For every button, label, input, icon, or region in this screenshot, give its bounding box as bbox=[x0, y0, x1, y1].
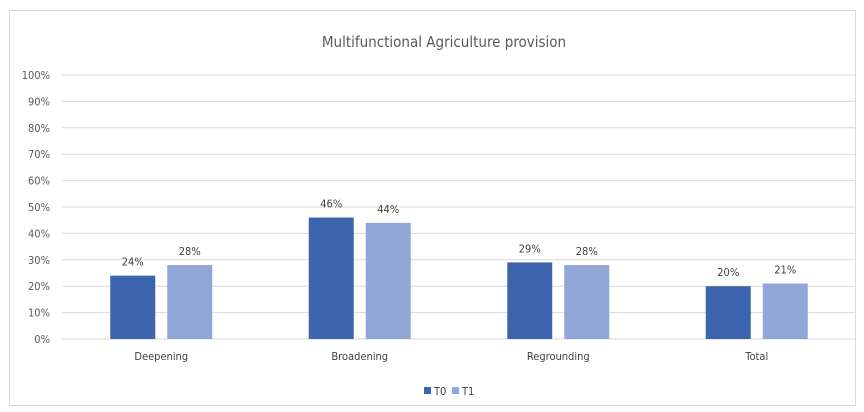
bar-t1-broadening bbox=[365, 222, 411, 339]
y-tick-label: 50% bbox=[28, 201, 50, 214]
x-category-label: Total bbox=[744, 350, 768, 363]
legend-label-t0: T0 bbox=[433, 385, 446, 398]
data-label: 29% bbox=[519, 242, 541, 255]
x-axis-category-labels: Deepening Broadening Regrounding Total bbox=[134, 350, 768, 363]
y-tick-label: 100% bbox=[22, 69, 50, 82]
legend-label-t1: T1 bbox=[461, 385, 474, 398]
bar-t0-deepening bbox=[110, 275, 156, 339]
data-label: 44% bbox=[377, 203, 399, 216]
y-tick-label: 10% bbox=[28, 307, 50, 320]
bar-t1-deepening bbox=[167, 265, 213, 339]
bars bbox=[110, 217, 808, 339]
y-tick-label: 70% bbox=[28, 148, 50, 161]
y-axis-tick-labels: 0% 10% 20% 30% 40% 50% 60% 70% 80% 90% 100% bbox=[22, 69, 50, 346]
x-category-label: Broadening bbox=[331, 350, 388, 363]
bar-t0-broadening bbox=[308, 217, 354, 339]
y-tick-label: 20% bbox=[28, 280, 50, 293]
data-label: 28% bbox=[179, 245, 201, 258]
x-category-label: Deepening bbox=[134, 350, 188, 363]
y-tick-label: 80% bbox=[28, 122, 50, 135]
bar-t1-regrounding bbox=[564, 265, 610, 339]
bar-t0-regrounding bbox=[507, 262, 553, 339]
bar-t1-total bbox=[762, 283, 808, 339]
y-tick-label: 0% bbox=[34, 333, 50, 346]
y-tick-label: 90% bbox=[28, 95, 50, 108]
data-label: 28% bbox=[576, 245, 598, 258]
chart-title: Multifunctional Agriculture provision bbox=[322, 33, 566, 51]
y-tick-label: 60% bbox=[28, 175, 50, 188]
chart-frame bbox=[9, 10, 856, 406]
data-label: 20% bbox=[717, 266, 739, 279]
x-category-label: Regrounding bbox=[527, 350, 590, 363]
y-tick-label: 40% bbox=[28, 227, 50, 240]
legend-swatch-t0 bbox=[424, 387, 431, 394]
data-label: 24% bbox=[122, 256, 144, 269]
data-labels: 24% 28% 46% 44% 29% 28% 20% 21% bbox=[122, 198, 797, 280]
legend-swatch-t1 bbox=[452, 387, 459, 394]
bar-t0-total bbox=[705, 286, 751, 339]
legend: T0 T1 bbox=[424, 385, 474, 398]
data-label: 46% bbox=[320, 198, 342, 211]
y-tick-label: 30% bbox=[28, 254, 50, 267]
data-label: 21% bbox=[774, 264, 796, 277]
